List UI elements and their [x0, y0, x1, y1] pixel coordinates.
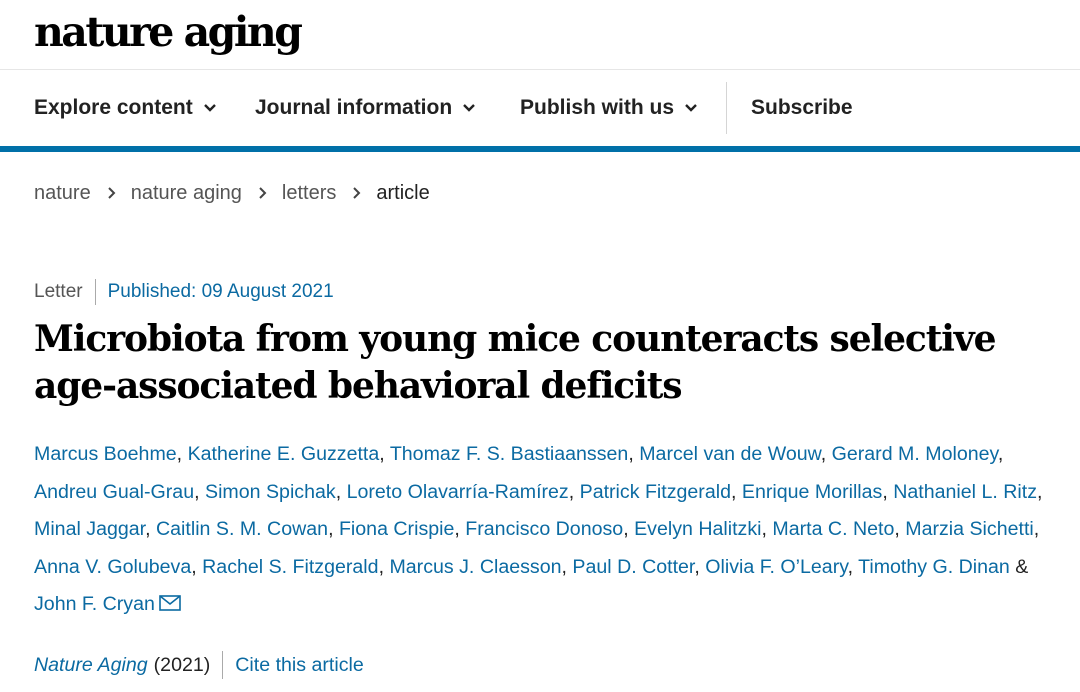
author-link[interactable]: Andreu Gual-Grau: [34, 480, 195, 503]
author-separator: ,: [847, 555, 859, 578]
author-separator: ,: [378, 555, 390, 578]
nav-label: Explore content: [34, 96, 193, 119]
author-link[interactable]: Marcus Boehme: [34, 443, 177, 465]
author-separator: ,: [820, 443, 832, 465]
author-list: Marcus Boehme, Katherine E. Guzzetta, Th…: [34, 436, 1064, 624]
breadcrumb: nature nature aging letters article: [34, 176, 430, 210]
author-separator: ,: [761, 518, 773, 540]
author-link[interactable]: Anna V. Golubeva: [34, 555, 192, 578]
author-link[interactable]: Francisco Donoso: [465, 518, 624, 540]
author-separator: ,: [145, 518, 156, 540]
breadcrumb-article: article: [376, 181, 430, 204]
published-date[interactable]: Published: 09 August 2021: [107, 281, 334, 302]
publication-year: (2021): [153, 653, 211, 676]
mail-icon[interactable]: [159, 595, 181, 611]
article-type: Letter: [34, 281, 83, 302]
article-meta: Letter Published: 09 August 2021: [34, 278, 334, 306]
author-ampersand: &: [1009, 555, 1029, 578]
author-link[interactable]: Marcus J. Claesson: [389, 555, 562, 578]
author-link[interactable]: Loreto Olavarría-Ramírez: [346, 480, 569, 503]
main-nav: Explore content Journal information Publ…: [0, 70, 1080, 146]
author-separator: ,: [894, 518, 906, 540]
author-separator: ,: [194, 480, 205, 503]
author-link[interactable]: Enrique Morillas: [741, 480, 883, 503]
breadcrumb-letters[interactable]: letters: [281, 181, 337, 204]
breadcrumb-nature[interactable]: nature: [34, 181, 91, 204]
author-link[interactable]: Simon Spichak: [205, 480, 336, 503]
chevron-right-icon: [108, 187, 116, 199]
chevron-down-icon: [203, 104, 216, 112]
author-link[interactable]: Katherine E. Guzzetta: [187, 443, 380, 465]
author-link[interactable]: Caitlin S. M. Cowan: [156, 518, 329, 540]
author-separator: ,: [191, 555, 203, 578]
breadcrumb-nature-aging[interactable]: nature aging: [130, 181, 242, 204]
author-link[interactable]: Nathaniel L. Ritz: [893, 480, 1038, 503]
author-link[interactable]: John F. Cryan: [34, 593, 155, 615]
author-separator: ,: [694, 555, 706, 578]
author-separator: ,: [628, 443, 640, 465]
author-link[interactable]: Marta C. Neto: [772, 518, 895, 540]
nav-journal-information[interactable]: Journal information: [255, 70, 476, 146]
nature-aging-logo[interactable]: nature aging: [34, 8, 303, 56]
author-link[interactable]: Paul D. Cotter: [572, 555, 695, 578]
chevron-right-icon: [353, 187, 361, 199]
author-separator: ,: [882, 480, 894, 503]
nav-label: Publish with us: [520, 96, 675, 119]
nav-publish-with-us[interactable]: Publish with us: [520, 70, 698, 146]
author-separator: ,: [730, 480, 742, 503]
author-separator: ,: [561, 555, 573, 578]
meta-divider: [94, 279, 96, 305]
nav-label: Subscribe: [751, 96, 853, 119]
author-link[interactable]: Minal Jaggar: [34, 518, 146, 540]
author-link[interactable]: Rachel S. Fitzgerald: [202, 555, 379, 578]
nav-subscribe[interactable]: Subscribe: [751, 70, 853, 146]
author-link[interactable]: Timothy G. Dinan: [858, 555, 1010, 578]
author-link[interactable]: Marcel van de Wouw: [639, 443, 821, 465]
article-title: Microbiota from young mice counteracts s…: [34, 316, 1044, 410]
author-separator: ,: [454, 518, 466, 540]
author-link[interactable]: Gerard M. Moloney: [831, 443, 998, 465]
author-link[interactable]: Patrick Fitzgerald: [579, 480, 731, 503]
author-link[interactable]: Fiona Crispie: [338, 518, 455, 540]
chevron-down-icon: [463, 104, 476, 112]
author-link[interactable]: Thomaz F. S. Bastiaanssen: [389, 443, 629, 465]
citation-divider: [222, 651, 224, 679]
author-separator: ,: [176, 443, 188, 465]
nav-explore-content[interactable]: Explore content: [34, 70, 217, 146]
author-separator: ,: [623, 518, 635, 540]
journal-name[interactable]: Nature Aging: [34, 653, 148, 676]
author-link[interactable]: Marzia Sichetti: [905, 518, 1034, 540]
citation-line: Nature Aging (2021) Cite this article: [34, 650, 364, 680]
chevron-right-icon: [259, 187, 267, 199]
title-line-2: age-associated behavioral deficits: [34, 365, 683, 407]
author-separator: ,: [1037, 480, 1043, 503]
author-separator: ,: [997, 443, 1004, 465]
nav-divider: [726, 82, 727, 134]
author-separator: ,: [335, 480, 347, 503]
site-header: nature aging: [0, 0, 1080, 70]
cite-this-article-link[interactable]: Cite this article: [235, 653, 364, 676]
author-separator: ,: [379, 443, 390, 465]
author-link[interactable]: Olivia F. O’Leary: [705, 555, 848, 578]
author-separator: ,: [568, 480, 580, 503]
nav-accent-rule: [0, 146, 1080, 152]
author-separator: ,: [328, 518, 339, 540]
chevron-down-icon: [685, 104, 697, 112]
nav-label: Journal information: [255, 96, 453, 119]
author-link[interactable]: Evelyn Halitzki: [634, 518, 762, 540]
title-line-1: Microbiota from young mice counteracts s…: [34, 318, 997, 360]
author-separator: ,: [1033, 518, 1040, 540]
